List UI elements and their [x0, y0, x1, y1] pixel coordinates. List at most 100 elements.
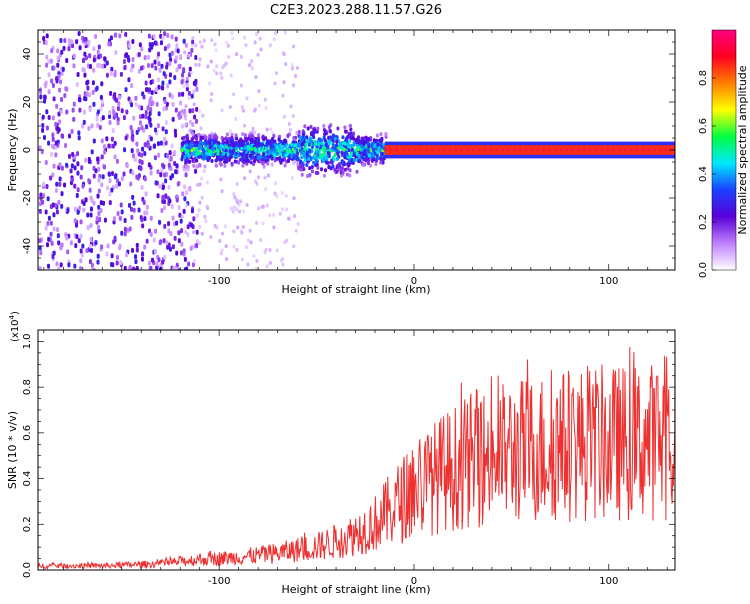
spectrogram-cell: [89, 195, 93, 201]
spectrogram-cell: [120, 108, 124, 114]
spectrogram-cell: [618, 148, 621, 151]
spectrogram-cell: [254, 148, 258, 153]
spectrogram-cell: [270, 138, 274, 143]
spectrogram-cell: [209, 98, 213, 103]
spectrogram-cell: [371, 153, 375, 158]
spectrogram-cell: [647, 148, 650, 151]
spectrogram-cell: [174, 55, 178, 61]
y-tick-label: 20: [22, 96, 33, 109]
spectrogram-cell: [367, 144, 371, 149]
spectrogram-cell: [240, 105, 244, 110]
spectrogram-cell: [565, 148, 568, 151]
spectrogram-cell: [110, 187, 114, 193]
spectrogram-cell: [102, 200, 106, 206]
spectrogram-cell: [210, 134, 214, 139]
spectrogram-cell: [343, 153, 347, 158]
spectrogram-cell: [331, 142, 335, 147]
spectrogram-cell: [162, 106, 166, 112]
spectrogram-cell: [314, 141, 318, 146]
spectrogram-cell: [83, 36, 87, 42]
spectrogram-cell: [157, 111, 161, 117]
spectrogram-cell: [42, 35, 46, 41]
spectrogram-cell: [325, 160, 329, 165]
spectrogram-cell: [108, 120, 112, 126]
spectrogram-cell: [156, 193, 160, 199]
spectrogram-cell: [241, 163, 245, 168]
spectrogram-cell: [233, 159, 237, 164]
spectrogram-cell: [319, 153, 323, 158]
spectrogram-cell: [190, 93, 194, 99]
spectrogram-cell: [110, 262, 114, 268]
spectrogram-cell: [96, 122, 100, 128]
spectrogram-cell: [173, 161, 177, 167]
spectrogram-cell: [174, 132, 178, 138]
spectrogram-cell: [147, 54, 151, 60]
spectrogram-cell: [38, 265, 42, 270]
spectrogram-cell: [327, 154, 331, 159]
spectrogram-cell: [180, 142, 184, 147]
spectrogram-cell: [262, 164, 266, 169]
spectrogram-cell: [342, 141, 346, 146]
spectrogram-cell: [192, 102, 196, 107]
spectrogram-cell: [224, 148, 228, 153]
spectrogram-cell: [41, 199, 45, 205]
spectrogram-cell: [163, 99, 167, 105]
spectrogram-cell: [248, 228, 252, 233]
spectrogram-cell: [83, 51, 87, 57]
spectrogram-cell: [120, 176, 124, 182]
spectrogram-cell: [208, 152, 212, 157]
spectrogram-cell: [143, 55, 147, 61]
spectrogram-cell: [214, 163, 218, 168]
spectrogram-cell: [109, 35, 113, 41]
spectrogram-cell: [58, 119, 62, 125]
spectrogram-cell: [195, 229, 199, 235]
spectrogram-cell: [191, 262, 195, 268]
spectrogram-cell: [234, 117, 238, 122]
spectrogram-cell: [460, 148, 463, 151]
spectrogram-cell: [232, 92, 236, 97]
snr-scale-prefix: (x10: [10, 319, 21, 342]
spectrogram-cell: [99, 106, 103, 112]
spectrogram-cell: [81, 67, 85, 73]
spectrogram-cell: [263, 175, 267, 180]
spectrogram-cell: [177, 64, 181, 70]
spectrogram-cell: [57, 127, 61, 133]
spectrogram-cell: [246, 238, 250, 243]
spectrogram-cell: [372, 157, 376, 162]
spectrogram-cell: [128, 226, 132, 232]
spectrogram-cell: [116, 210, 120, 216]
spectrogram-cell: [266, 140, 270, 145]
y-tick-label: 0.6: [22, 425, 33, 441]
spectrogram-cell: [293, 214, 297, 219]
spectrogram-cell: [51, 115, 55, 121]
spectrogram-cell: [192, 80, 196, 86]
spectrogram-cell: [150, 90, 154, 96]
spectrogram-cell: [501, 148, 504, 151]
spectrogram-cell: [231, 36, 235, 41]
spectrogram-cell: [163, 31, 167, 37]
spectrogram-cell: [371, 147, 375, 152]
spectrogram-cell: [176, 181, 180, 187]
spectrogram-cell: [292, 136, 296, 141]
spectrogram-cell: [337, 167, 341, 172]
spectrogram-cell: [79, 248, 83, 254]
spectrogram-cell: [314, 170, 318, 175]
spectrogram-cell: [90, 262, 94, 268]
spectrogram-cell: [76, 161, 80, 167]
spectrogram-cell: [226, 156, 230, 161]
spectrogram-cell: [155, 101, 159, 107]
spectrogram-cell: [349, 154, 353, 159]
spectrogram-cell: [332, 146, 336, 151]
spectrogram-cell: [69, 240, 73, 246]
spectrogram-cell: [159, 40, 163, 46]
spectrogram-cell: [360, 143, 364, 148]
spectrogram-cell: [275, 151, 279, 156]
spectrogram-cell: [272, 212, 276, 217]
spectrogram-cell: [205, 204, 209, 209]
spectrogram-cell: [244, 158, 248, 163]
spectrogram-cell: [239, 83, 243, 88]
spectrogram-cell: [226, 43, 230, 48]
spectrogram-cell: [134, 259, 138, 265]
spectrogram-cell: [80, 252, 84, 258]
spectrogram-cell: [265, 264, 269, 269]
